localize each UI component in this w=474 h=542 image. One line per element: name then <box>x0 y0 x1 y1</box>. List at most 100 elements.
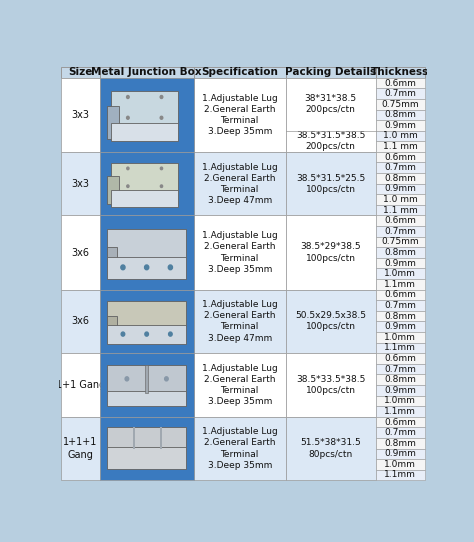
Bar <box>107 257 186 279</box>
Text: 3x3: 3x3 <box>72 179 89 189</box>
Bar <box>107 427 186 449</box>
Bar <box>375 184 425 194</box>
Bar <box>375 321 425 332</box>
Text: 1.Adjustable Lug
2.General Earth
Terminal
3.Deep 47mm: 1.Adjustable Lug 2.General Earth Termina… <box>202 300 278 343</box>
Circle shape <box>127 95 129 99</box>
Text: 1.0mm: 1.0mm <box>384 269 416 278</box>
Bar <box>375 163 425 173</box>
Text: 0.8mm: 0.8mm <box>384 375 416 384</box>
Bar <box>286 289 375 353</box>
Bar <box>145 365 148 392</box>
Bar <box>375 396 425 406</box>
Bar <box>107 325 186 344</box>
Bar <box>375 343 425 353</box>
Bar <box>286 417 375 480</box>
Circle shape <box>127 185 129 188</box>
Bar <box>286 152 375 215</box>
Text: 1.1mm: 1.1mm <box>384 470 416 480</box>
Text: Metal Junction Box: Metal Junction Box <box>91 67 202 78</box>
Circle shape <box>169 332 172 336</box>
Bar <box>100 417 194 480</box>
Bar <box>107 229 186 259</box>
Bar <box>100 215 194 289</box>
Text: 1.1mm: 1.1mm <box>384 407 416 416</box>
Text: 0.7mm: 0.7mm <box>384 227 416 236</box>
Text: 0.6mm: 0.6mm <box>384 291 416 299</box>
Bar <box>375 247 425 258</box>
Bar <box>61 215 100 289</box>
Bar <box>375 268 425 279</box>
Bar <box>100 353 194 417</box>
Bar <box>375 226 425 237</box>
Text: 0.9mm: 0.9mm <box>384 184 416 193</box>
Bar <box>375 205 425 215</box>
Bar <box>375 194 425 205</box>
Text: 0.6mm: 0.6mm <box>384 417 416 427</box>
Text: 1.Adjustable Lug
2.General Earth
Terminal
3.Deep 35mm: 1.Adjustable Lug 2.General Earth Termina… <box>202 364 278 406</box>
Text: 1.1mm: 1.1mm <box>384 280 416 289</box>
Bar <box>100 152 194 215</box>
Text: 1.0mm: 1.0mm <box>384 396 416 405</box>
Text: 0.9mm: 0.9mm <box>384 386 416 395</box>
Bar <box>375 78 425 88</box>
Text: 0.8mm: 0.8mm <box>384 438 416 448</box>
Circle shape <box>121 332 125 336</box>
Bar <box>107 317 117 341</box>
Bar <box>107 447 186 469</box>
Circle shape <box>145 265 149 270</box>
Bar <box>375 109 425 120</box>
Bar <box>194 152 286 215</box>
Bar <box>194 67 286 78</box>
Bar <box>100 78 194 152</box>
Circle shape <box>160 167 163 170</box>
Text: 0.6mm: 0.6mm <box>384 216 416 225</box>
Text: 1.Adjustable Lug
2.General Earth
Terminal
3.Deep 35mm: 1.Adjustable Lug 2.General Earth Termina… <box>202 94 278 136</box>
Circle shape <box>121 265 125 270</box>
Text: 1.1 mm: 1.1 mm <box>383 142 418 151</box>
Text: Specification: Specification <box>201 67 278 78</box>
Text: 1.0 mm: 1.0 mm <box>383 132 418 140</box>
Bar <box>107 176 119 204</box>
Bar <box>375 131 425 141</box>
Text: 1+1 Gang: 1+1 Gang <box>56 380 105 390</box>
Text: 3x6: 3x6 <box>72 317 89 326</box>
Text: 1.Adjustable Lug
2.General Earth
Terminal
3.Deep 35mm: 1.Adjustable Lug 2.General Earth Termina… <box>202 231 278 274</box>
Bar <box>107 106 119 139</box>
Text: 50.5x29.5x38.5
100pcs/ctn: 50.5x29.5x38.5 100pcs/ctn <box>295 311 366 332</box>
Text: 1.0 mm: 1.0 mm <box>383 195 418 204</box>
Bar <box>111 91 178 124</box>
Text: 1.Adjustable Lug
2.General Earth
Terminal
3.Deep 47mm: 1.Adjustable Lug 2.General Earth Termina… <box>202 163 278 205</box>
Circle shape <box>168 265 173 270</box>
Text: 0.6mm: 0.6mm <box>384 354 416 363</box>
Bar <box>194 289 286 353</box>
Text: 38.5*31.5*38.5
200pcs/ctn: 38.5*31.5*38.5 200pcs/ctn <box>296 131 365 151</box>
Bar <box>160 427 162 449</box>
Bar <box>111 190 178 207</box>
Bar <box>61 152 100 215</box>
Text: 0.8mm: 0.8mm <box>384 174 416 183</box>
Text: 1+1+1
Gang: 1+1+1 Gang <box>63 437 98 460</box>
Bar <box>375 152 425 163</box>
Text: 1.1mm: 1.1mm <box>384 344 416 352</box>
Text: 3x3: 3x3 <box>72 110 89 120</box>
Text: 1.0mm: 1.0mm <box>384 333 416 342</box>
Text: 0.8mm: 0.8mm <box>384 111 416 119</box>
Text: 38.5*33.5*38.5
100pcs/ctn: 38.5*33.5*38.5 100pcs/ctn <box>296 375 365 395</box>
Circle shape <box>160 185 163 188</box>
Text: 0.6mm: 0.6mm <box>384 79 416 87</box>
Text: 51.5*38*31.5
80pcs/ctn: 51.5*38*31.5 80pcs/ctn <box>300 438 361 459</box>
Text: 3x6: 3x6 <box>72 248 89 257</box>
Bar <box>194 417 286 480</box>
Text: 0.7mm: 0.7mm <box>384 301 416 310</box>
Text: 0.7mm: 0.7mm <box>384 428 416 437</box>
Text: 0.75mm: 0.75mm <box>382 237 419 247</box>
Text: 38.5*31.5*25.5
100pcs/ctn: 38.5*31.5*25.5 100pcs/ctn <box>296 173 365 193</box>
Bar <box>375 99 425 109</box>
Bar <box>375 215 425 226</box>
Bar <box>375 258 425 268</box>
Circle shape <box>127 167 129 170</box>
Bar <box>375 120 425 131</box>
Bar <box>286 78 375 152</box>
Text: 0.9mm: 0.9mm <box>384 322 416 331</box>
Text: 0.75mm: 0.75mm <box>382 100 419 109</box>
